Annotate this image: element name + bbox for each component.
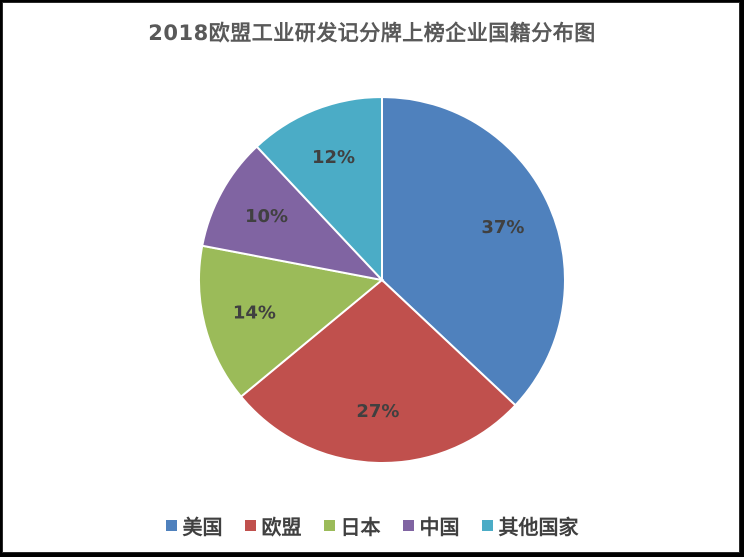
data-label-usa: 37% bbox=[481, 217, 524, 238]
pie-slice-eu bbox=[239, 278, 517, 464]
data-label-eu: 27% bbox=[356, 401, 399, 422]
pie-slices bbox=[198, 95, 566, 464]
legend-swatch-china bbox=[402, 520, 414, 531]
legend-swatch-other bbox=[481, 520, 493, 531]
legend-label-other: 其他国家 bbox=[498, 515, 579, 539]
data-label-japan: 14% bbox=[233, 302, 276, 323]
pie-slice-japan bbox=[198, 244, 385, 399]
legend-item-usa: 美国 bbox=[165, 511, 223, 540]
legend-label-usa: 美国 bbox=[182, 515, 223, 539]
chart-legend: 美国 欧盟 日本 中国 其他国家 bbox=[3, 511, 741, 540]
legend-item-china: 中国 bbox=[402, 511, 460, 540]
pie-slice-other bbox=[255, 95, 383, 283]
legend-label-japan: 日本 bbox=[340, 515, 381, 539]
pie-chart: 37% 27% 14% 10% 12% bbox=[198, 95, 566, 464]
legend-item-other: 其他国家 bbox=[481, 511, 579, 540]
legend-item-eu: 欧盟 bbox=[244, 511, 302, 540]
legend-item-japan: 日本 bbox=[323, 511, 381, 540]
legend-swatch-eu bbox=[244, 520, 256, 531]
pie-data-labels: 37% 27% 14% 10% 12% bbox=[233, 147, 525, 422]
pie-slice-usa bbox=[381, 95, 566, 407]
data-label-other: 12% bbox=[312, 147, 355, 168]
pie-slice-china bbox=[201, 145, 385, 282]
legend-swatch-japan bbox=[323, 520, 335, 531]
legend-swatch-usa bbox=[165, 520, 177, 531]
data-label-china: 10% bbox=[245, 206, 288, 227]
legend-label-china: 中国 bbox=[419, 515, 460, 539]
legend-label-eu: 欧盟 bbox=[261, 515, 302, 539]
chart-title: 2018欧盟工业研发记分牌上榜企业国籍分布图 bbox=[148, 21, 596, 45]
